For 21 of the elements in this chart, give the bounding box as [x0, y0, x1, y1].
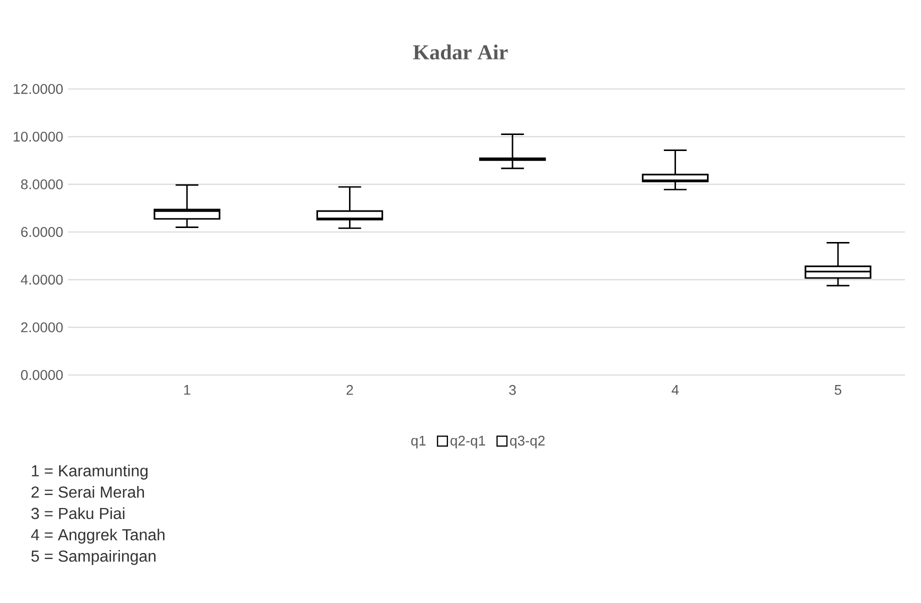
y-tick-label: 4.0000: [20, 274, 63, 285]
text: q1: [411, 436, 426, 448]
x-tick-label: 4: [672, 385, 679, 395]
y-tick-label: 6.0000: [21, 227, 63, 237]
text: 5 = Sampairingan: [31, 550, 156, 565]
chart-title: Kadar Air: [413, 44, 508, 60]
text: 4 = Anggrek Tanah: [31, 528, 164, 544]
text: q2-q1: [450, 436, 486, 448]
y-tick-label: 2.0000: [21, 322, 63, 332]
text: 3 = Paku Piai: [31, 507, 124, 520]
text: q3-q2: [510, 436, 545, 448]
text: 1 = Karamunting: [32, 464, 148, 480]
y-tick-label: 0.0000: [21, 370, 63, 380]
x-tick-label: 2: [346, 385, 353, 395]
y-tick-label: 12.0000: [14, 84, 63, 94]
y-tick-label: 8.0000: [21, 179, 63, 190]
y-tick-label: 10.0000: [14, 132, 63, 142]
text: 2 = Serai Merah: [32, 486, 144, 498]
x-tick-label: 1: [184, 385, 190, 395]
x-tick-label: 5: [834, 385, 842, 395]
x-tick-label: 3: [509, 385, 516, 395]
